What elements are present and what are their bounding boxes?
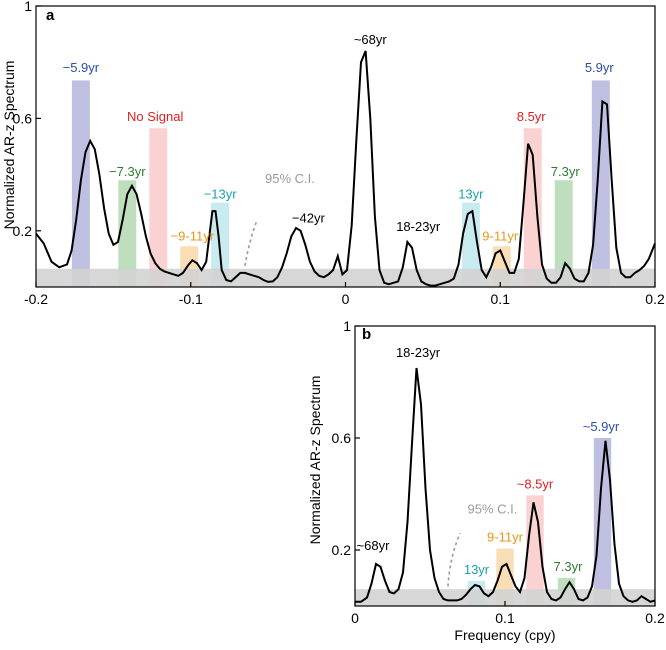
period-label: No Signal bbox=[127, 109, 183, 124]
period-label: 18-23yr bbox=[396, 219, 441, 234]
period-label: ~68yr bbox=[354, 32, 388, 47]
x-tick-label: -0.2 bbox=[24, 291, 48, 307]
x-tick-label: 0.2 bbox=[645, 291, 665, 307]
band-group bbox=[467, 438, 612, 606]
ci-label: 95% C.I. bbox=[468, 502, 518, 517]
tick-group: 0 0.1 0.2 0.2 0.6 1 bbox=[332, 318, 665, 626]
annotation-group: −5.9yr No Signal −7.3yr −13yr −9-11yr −42yr ~6… bbox=[63, 32, 615, 244]
period-label: 9-11yr bbox=[482, 229, 519, 244]
y-tick-label: 0.6 bbox=[332, 430, 352, 446]
period-band bbox=[149, 128, 168, 287]
period-band bbox=[118, 180, 137, 287]
y-tick-label: 0.6 bbox=[13, 110, 33, 126]
period-label: ~8.5yr bbox=[517, 476, 554, 491]
spectrum-line bbox=[35, 50, 656, 287]
x-tick-label: 0.2 bbox=[645, 610, 665, 626]
period-label: 13yr bbox=[464, 562, 490, 577]
y-tick-label: 0.2 bbox=[332, 542, 352, 558]
period-label: 13yr bbox=[458, 186, 484, 201]
period-label: 18-23yr bbox=[396, 345, 441, 360]
x-tick-label: 0.1 bbox=[495, 610, 515, 626]
ci-arrow bbox=[447, 532, 461, 587]
period-label: 9-11yr bbox=[487, 530, 524, 545]
period-label: 7.3yr bbox=[551, 164, 581, 179]
panel-a: -0.2 -0.1 0 0.1 0.2 0.2 0.6 1 −5.9yr No Signal −7… bbox=[1, 0, 665, 307]
annotation-group: ~68yr 18-23yr 13yr 9-11yr ~8.5yr 7.3yr ~5.9yr bbox=[357, 345, 620, 577]
period-band bbox=[593, 438, 612, 606]
period-label: ~68yr bbox=[357, 538, 391, 553]
period-label: −13yr bbox=[204, 186, 238, 201]
y-tick-label: 0.2 bbox=[13, 223, 33, 239]
ci-band bbox=[355, 589, 655, 606]
period-label: 5.9yr bbox=[585, 60, 615, 75]
y-axis-label: Normalized AR-z Spectrum bbox=[1, 61, 17, 230]
ci-arrow bbox=[244, 219, 259, 267]
period-band bbox=[523, 128, 542, 287]
period-label: ~5.9yr bbox=[583, 419, 620, 434]
period-label: −5.9yr bbox=[63, 60, 100, 75]
x-tick-label: 0 bbox=[351, 610, 359, 626]
y-tick-label: 1 bbox=[343, 318, 351, 334]
y-axis-label: Normalized AR-z Spectrum bbox=[307, 376, 323, 545]
x-tick-label: -0.1 bbox=[179, 291, 203, 307]
period-label: −42yr bbox=[292, 210, 326, 225]
tick-group: -0.2 -0.1 0 0.1 0.2 0.2 0.6 1 bbox=[13, 0, 665, 307]
period-band bbox=[591, 80, 610, 287]
ci-label: 95% C.I. bbox=[265, 171, 315, 186]
x-axis-label: Frequency (cpy) bbox=[454, 627, 555, 643]
panel-letter: b bbox=[362, 326, 371, 343]
period-band bbox=[554, 180, 573, 287]
period-label: −7.3yr bbox=[109, 164, 146, 179]
period-label: 7.3yr bbox=[554, 559, 584, 574]
spectrum-line bbox=[355, 367, 656, 603]
period-label: −9-11yr bbox=[171, 229, 215, 244]
y-tick-label: 1 bbox=[24, 0, 32, 14]
x-tick-label: 0 bbox=[342, 291, 350, 307]
panel-letter: a bbox=[46, 7, 55, 24]
panel-b: 0 0.1 0.2 0.2 0.6 1 ~68yr 18-23yr 13yr 9-11yr ~8.… bbox=[307, 318, 665, 643]
period-label: 8.5yr bbox=[517, 109, 547, 124]
x-tick-label: 0.1 bbox=[491, 291, 511, 307]
